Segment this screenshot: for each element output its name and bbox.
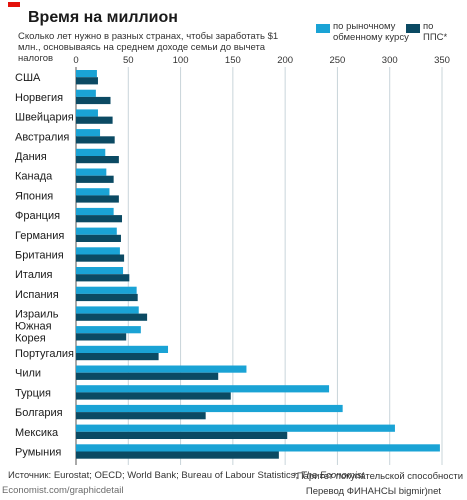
category-label: Болгария <box>15 407 63 419</box>
accent-bar <box>8 2 20 7</box>
market-bar <box>76 188 110 196</box>
category-label: Мексика <box>15 427 59 439</box>
x-tick-label: 0 <box>73 55 78 66</box>
market-bar <box>76 365 247 373</box>
legend-label-market: по рыночному обменному курсу <box>333 21 409 43</box>
market-bar <box>76 345 169 353</box>
category-label: Южная <box>15 320 52 332</box>
market-bar <box>76 424 395 432</box>
category-label: Чили <box>15 368 41 380</box>
market-bar <box>76 89 96 97</box>
ppp-bar <box>76 136 115 144</box>
x-tick-label: 150 <box>225 55 241 66</box>
footnote: *Паритет покупательской способности <box>293 471 463 482</box>
ppp-bar <box>76 274 130 282</box>
ppp-bar <box>76 353 159 361</box>
category-label: Канада <box>15 171 53 183</box>
market-bar <box>76 247 120 255</box>
ppp-bar <box>76 313 148 321</box>
category-label: Израиль <box>15 309 59 321</box>
ppp-bar <box>76 116 113 124</box>
ppp-bar <box>76 451 279 459</box>
site-url: Economist.com/graphicdetail <box>2 485 124 496</box>
market-bar <box>76 385 330 393</box>
chart-title: Время на миллион <box>28 9 178 26</box>
category-label: Британия <box>15 250 64 262</box>
source-text: Источник: Eurostat; OECD; World Bank; Bu… <box>8 470 301 481</box>
market-bar <box>76 267 124 275</box>
category-label: Корея <box>15 332 46 344</box>
ppp-bar <box>76 412 206 420</box>
category-label: Норвегия <box>15 92 63 104</box>
ppp-bar <box>76 215 123 223</box>
chart-subtitle: Сколько лет нужно в разных странах, чтоб… <box>18 31 279 64</box>
ppp-bar <box>76 175 114 183</box>
legend-swatch-ppp <box>406 24 420 33</box>
category-label: Испания <box>15 289 59 301</box>
market-bar <box>76 444 440 452</box>
market-bar <box>76 109 98 117</box>
ppp-bar <box>76 333 127 341</box>
market-bar <box>76 306 139 314</box>
market-bar <box>76 207 114 216</box>
ppp-bar <box>76 156 119 164</box>
market-bar <box>76 326 141 334</box>
translation-credit: Перевод ФИНАНСЫ bigmir)net <box>305 486 441 497</box>
market-bar <box>76 168 107 176</box>
legend-swatch-market <box>316 24 330 33</box>
category-label: США <box>15 72 41 84</box>
ppp-bar <box>76 234 121 242</box>
ppp-bar <box>76 195 119 203</box>
ppp-bar <box>76 293 138 302</box>
category-label: Португалия <box>15 348 74 360</box>
category-label: Австралия <box>15 131 69 143</box>
category-label: Япония <box>15 190 53 202</box>
ppp-bar <box>76 96 111 105</box>
category-label: Дания <box>15 151 47 163</box>
market-bar <box>76 286 137 294</box>
x-tick-label: 50 <box>123 55 134 66</box>
market-bar <box>76 404 343 413</box>
source-publication: The Economist <box>300 470 365 481</box>
category-label: Италия <box>15 269 53 281</box>
source-note: Источник: Eurostat; OECD; World Bank; Bu… <box>8 470 364 481</box>
category-label: Швейцария <box>15 112 74 124</box>
x-tick-label: 300 <box>382 55 398 66</box>
ppp-bar <box>76 431 288 439</box>
x-tick-label: 200 <box>277 55 293 66</box>
legend-label-ppp: по ППС* <box>423 21 448 43</box>
x-tick-label: 250 <box>329 55 345 66</box>
ppp-bar <box>76 77 98 85</box>
market-bar <box>76 129 101 137</box>
ppp-bar <box>76 392 231 400</box>
category-label: Германия <box>15 230 64 242</box>
x-tick-label: 350 <box>434 55 450 66</box>
category-label: Турция <box>15 387 51 399</box>
market-bar <box>76 148 106 156</box>
ppp-bar <box>76 372 219 380</box>
x-tick-label: 100 <box>173 55 189 66</box>
category-label: Румыния <box>15 447 61 459</box>
ppp-bar <box>76 254 125 262</box>
market-bar <box>76 227 117 235</box>
market-bar <box>76 70 97 78</box>
category-label: Франция <box>15 210 60 222</box>
